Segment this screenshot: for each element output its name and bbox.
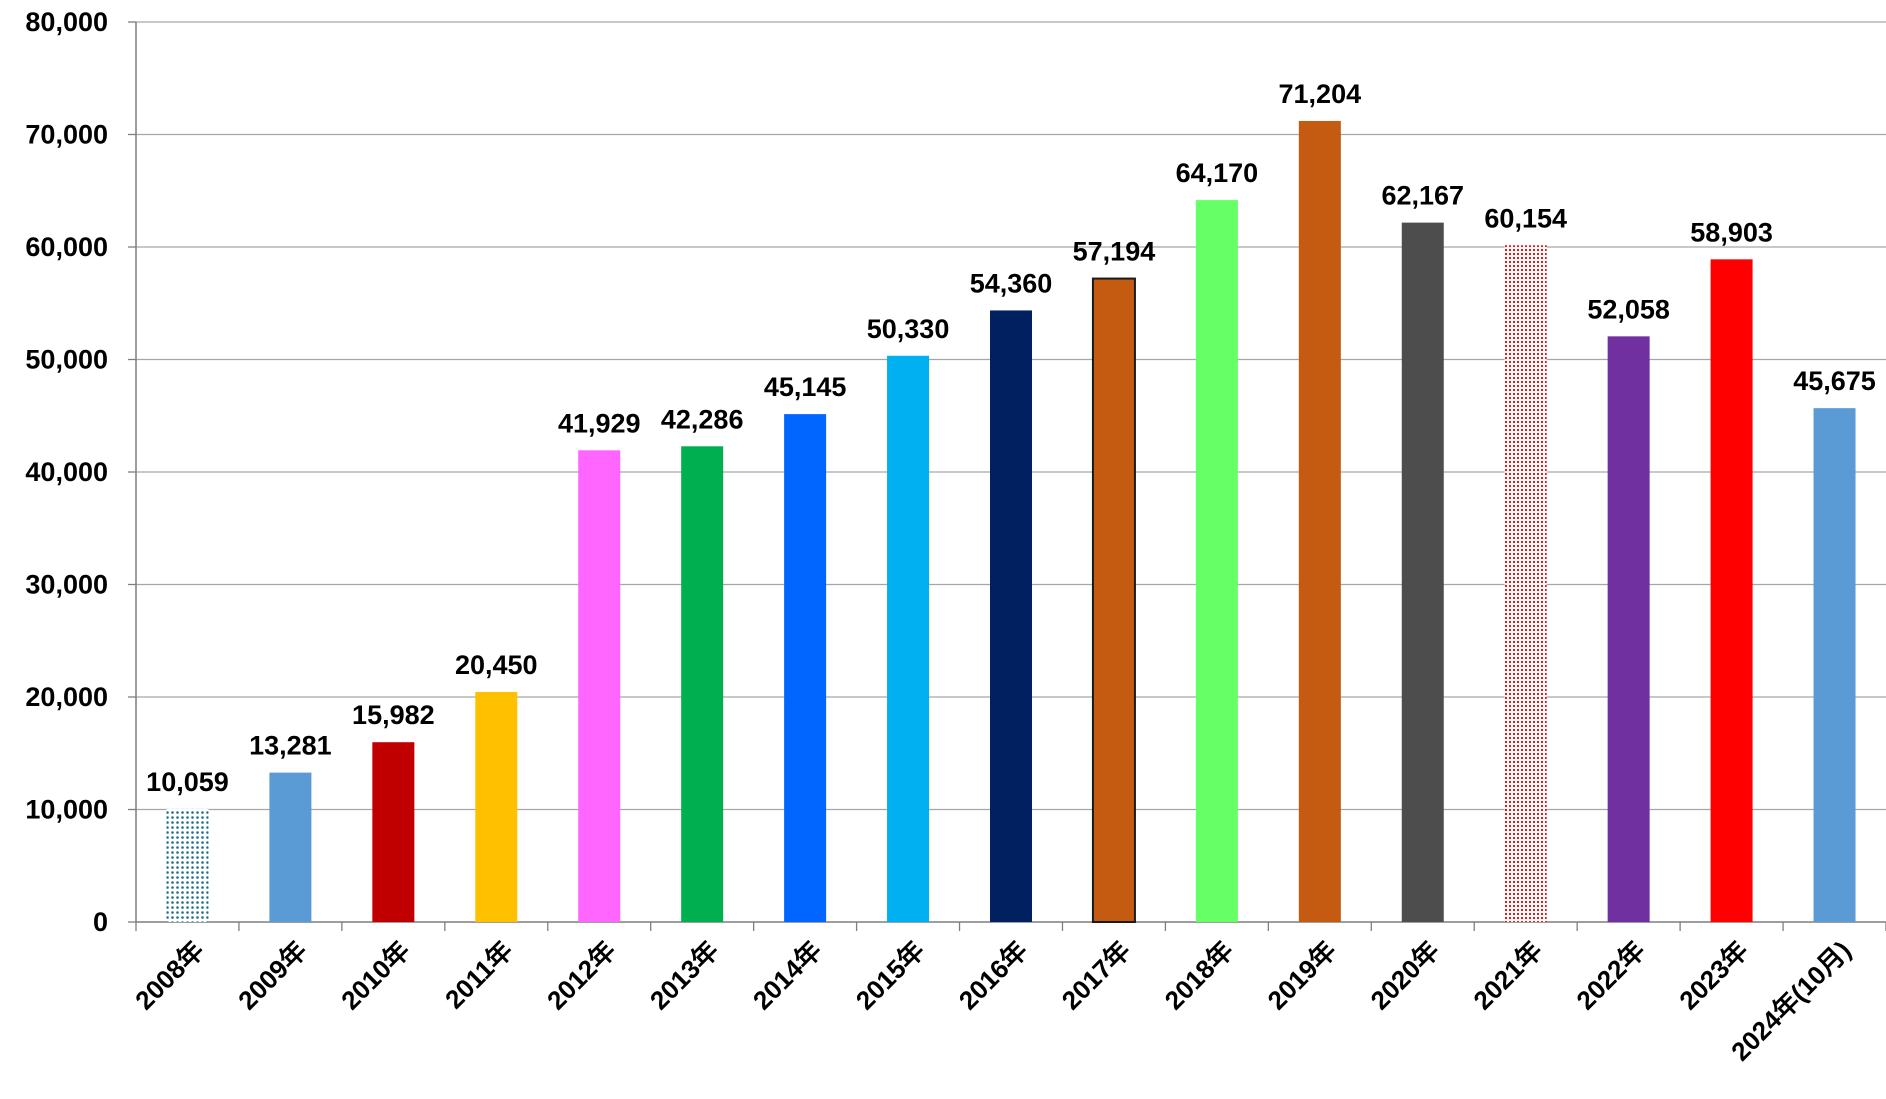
data-label-17: 45,675 — [1793, 366, 1876, 396]
x-tick-label-7: 2014年 — [747, 935, 827, 1015]
y-tick-label: 70,000 — [25, 120, 108, 150]
x-tick-label-8: 2015年 — [850, 935, 930, 1015]
x-tick-label-4: 2011年 — [439, 935, 518, 1014]
data-label-5: 41,929 — [558, 408, 641, 438]
bar-13 — [1401, 222, 1444, 923]
data-label-2: 13,281 — [249, 731, 332, 761]
data-label-10: 57,194 — [1073, 237, 1156, 267]
data-label-11: 64,170 — [1176, 158, 1259, 188]
data-label-8: 50,330 — [867, 314, 950, 344]
y-tick-label: 20,000 — [25, 682, 108, 712]
x-tick-label-1: 2008年 — [129, 935, 209, 1015]
bar-10 — [1091, 277, 1136, 923]
x-tick-label-6: 2013年 — [644, 935, 724, 1015]
data-label-15: 52,058 — [1587, 294, 1670, 324]
y-tick-label: 30,000 — [25, 570, 108, 600]
bar-1 — [166, 808, 209, 922]
x-tick-label-11: 2018年 — [1159, 935, 1239, 1015]
y-tick-label: 0 — [93, 907, 108, 937]
bar-7 — [784, 414, 827, 922]
bar-11 — [1195, 200, 1238, 922]
data-label-16: 58,903 — [1690, 217, 1773, 247]
x-tick-label-13: 2020年 — [1365, 935, 1445, 1015]
y-tick-label: 40,000 — [25, 457, 108, 487]
x-tick-label-12: 2019年 — [1262, 935, 1342, 1015]
data-label-6: 42,286 — [661, 404, 744, 434]
x-tick-label-5: 2012年 — [541, 935, 621, 1015]
bar-5 — [578, 450, 621, 922]
x-tick-label-2: 2009年 — [232, 935, 312, 1015]
data-label-4: 20,450 — [455, 650, 538, 680]
bar-17 — [1813, 408, 1856, 922]
bar-6 — [681, 446, 724, 922]
bar-8 — [887, 355, 930, 923]
bar-2 — [269, 772, 312, 922]
bar-16 — [1710, 259, 1753, 922]
bar-15 — [1607, 336, 1650, 922]
data-label-9: 54,360 — [970, 268, 1053, 298]
x-tick-label-10: 2017年 — [1056, 935, 1136, 1015]
x-tick-label-9: 2016年 — [953, 935, 1033, 1015]
x-tick-label-14: 2021年 — [1467, 935, 1547, 1015]
y-tick-label: 80,000 — [25, 7, 108, 37]
y-tick-label: 50,000 — [25, 345, 108, 375]
bar-3 — [372, 742, 415, 922]
x-tick-label-15: 2022年 — [1570, 935, 1650, 1015]
data-labels: 10,059 13,281 15,982 20,450 41,929 42,286 45,1… — [146, 79, 1876, 797]
data-label-7: 45,145 — [764, 372, 847, 402]
bar-14 — [1504, 245, 1547, 922]
data-label-1: 10,059 — [146, 767, 229, 797]
data-label-13: 62,167 — [1381, 181, 1464, 211]
bar-12 — [1298, 120, 1341, 922]
y-tick-labels: 0 10,000 20,000 30,000 40,000 50,000 60,000 70,… — [25, 7, 108, 937]
bar-9 — [990, 310, 1032, 922]
data-label-3: 15,982 — [352, 700, 435, 730]
x-tick-label-3: 2010年 — [335, 935, 415, 1015]
x-tick-labels: 2008年 2009年 2010年 2011年 2012年 2013年 2014年 2015年… — [129, 935, 1857, 1067]
data-label-12: 71,204 — [1279, 79, 1362, 109]
y-tick-label: 60,000 — [25, 232, 108, 262]
y-tick-label: 10,000 — [25, 795, 108, 825]
bar-4 — [475, 691, 518, 922]
data-label-14: 60,154 — [1484, 203, 1567, 233]
bars — [166, 120, 1856, 923]
x-tick-label-16: 2023年 — [1673, 935, 1753, 1015]
